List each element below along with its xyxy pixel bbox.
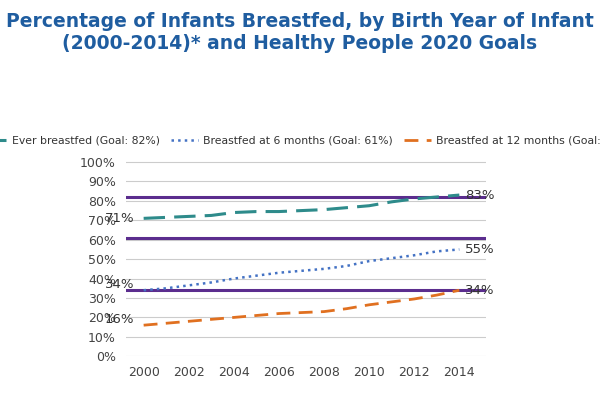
Text: 16%: 16% <box>105 313 134 326</box>
Text: 71%: 71% <box>105 212 134 225</box>
Legend: Ever breastfed (Goal: 82%), Breastfed at 6 months (Goal: 61%), Breastfed at 12 m: Ever breastfed (Goal: 82%), Breastfed at… <box>0 131 600 150</box>
Text: 83%: 83% <box>465 189 494 202</box>
Text: 55%: 55% <box>465 243 494 256</box>
Text: 34%: 34% <box>105 278 134 291</box>
Text: Percentage of Infants Breastfed, by Birth Year of Infant
(2000-2014)* and Health: Percentage of Infants Breastfed, by Birt… <box>6 12 594 53</box>
Text: 34%: 34% <box>465 284 494 297</box>
